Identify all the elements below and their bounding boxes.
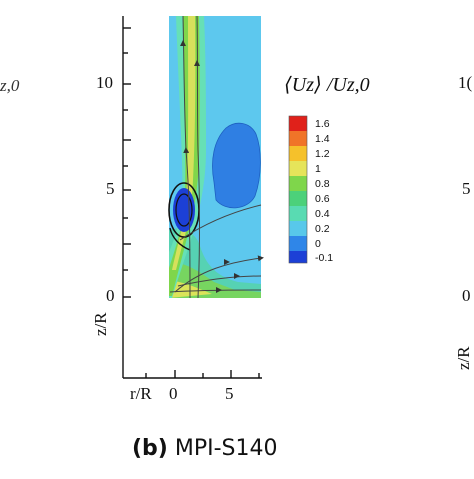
right-panel-y-tick: 5 bbox=[462, 179, 471, 198]
colorbar-tick-label: 1.6 bbox=[315, 118, 330, 130]
streamline-arrows bbox=[180, 40, 240, 293]
axes bbox=[122, 16, 262, 379]
colorbar-tick-label: 0.6 bbox=[315, 193, 330, 205]
figure-caption: (b) MPI-S140 bbox=[132, 436, 278, 461]
right-panel-y-axis-label: z/R bbox=[454, 346, 473, 370]
left-panel-variable-fragment: z,0 bbox=[0, 76, 20, 95]
x-axis-label: r/R bbox=[130, 384, 152, 403]
caption-tag: (b) bbox=[132, 436, 168, 461]
colorbar-tick-label: 0.4 bbox=[315, 208, 330, 220]
x-tick-label: 5 bbox=[225, 384, 234, 403]
right-panel-y-tick: 1( bbox=[458, 73, 473, 92]
x-tick-label: 0 bbox=[169, 384, 178, 403]
colorbar-title: ⟨Uz⟩ /Uz,0 bbox=[284, 74, 370, 96]
y-tick-label: 5 bbox=[106, 179, 115, 198]
colorbar-tick-label: 1.2 bbox=[315, 148, 330, 160]
y-tick-label: 0 bbox=[106, 286, 115, 305]
colorbar-tick-label: 0.8 bbox=[315, 178, 330, 190]
colorbar bbox=[288, 115, 308, 264]
right-panel-y-tick: 0 bbox=[462, 286, 471, 305]
low-velocity-region bbox=[212, 122, 261, 209]
colorbar-tick-label: 0.2 bbox=[315, 223, 330, 235]
colorbar-tick-label: -0.1 bbox=[315, 252, 334, 264]
colorbar-tick-label: 1 bbox=[315, 163, 321, 175]
y-axis-label: z/R bbox=[91, 312, 110, 336]
caption-text: MPI-S140 bbox=[174, 436, 278, 461]
colorbar-tick-label: 1.4 bbox=[315, 133, 330, 145]
colorbar-tick-label: 0 bbox=[315, 238, 321, 250]
y-tick-label: 10 bbox=[96, 73, 113, 92]
streamlines bbox=[169, 15, 264, 299]
